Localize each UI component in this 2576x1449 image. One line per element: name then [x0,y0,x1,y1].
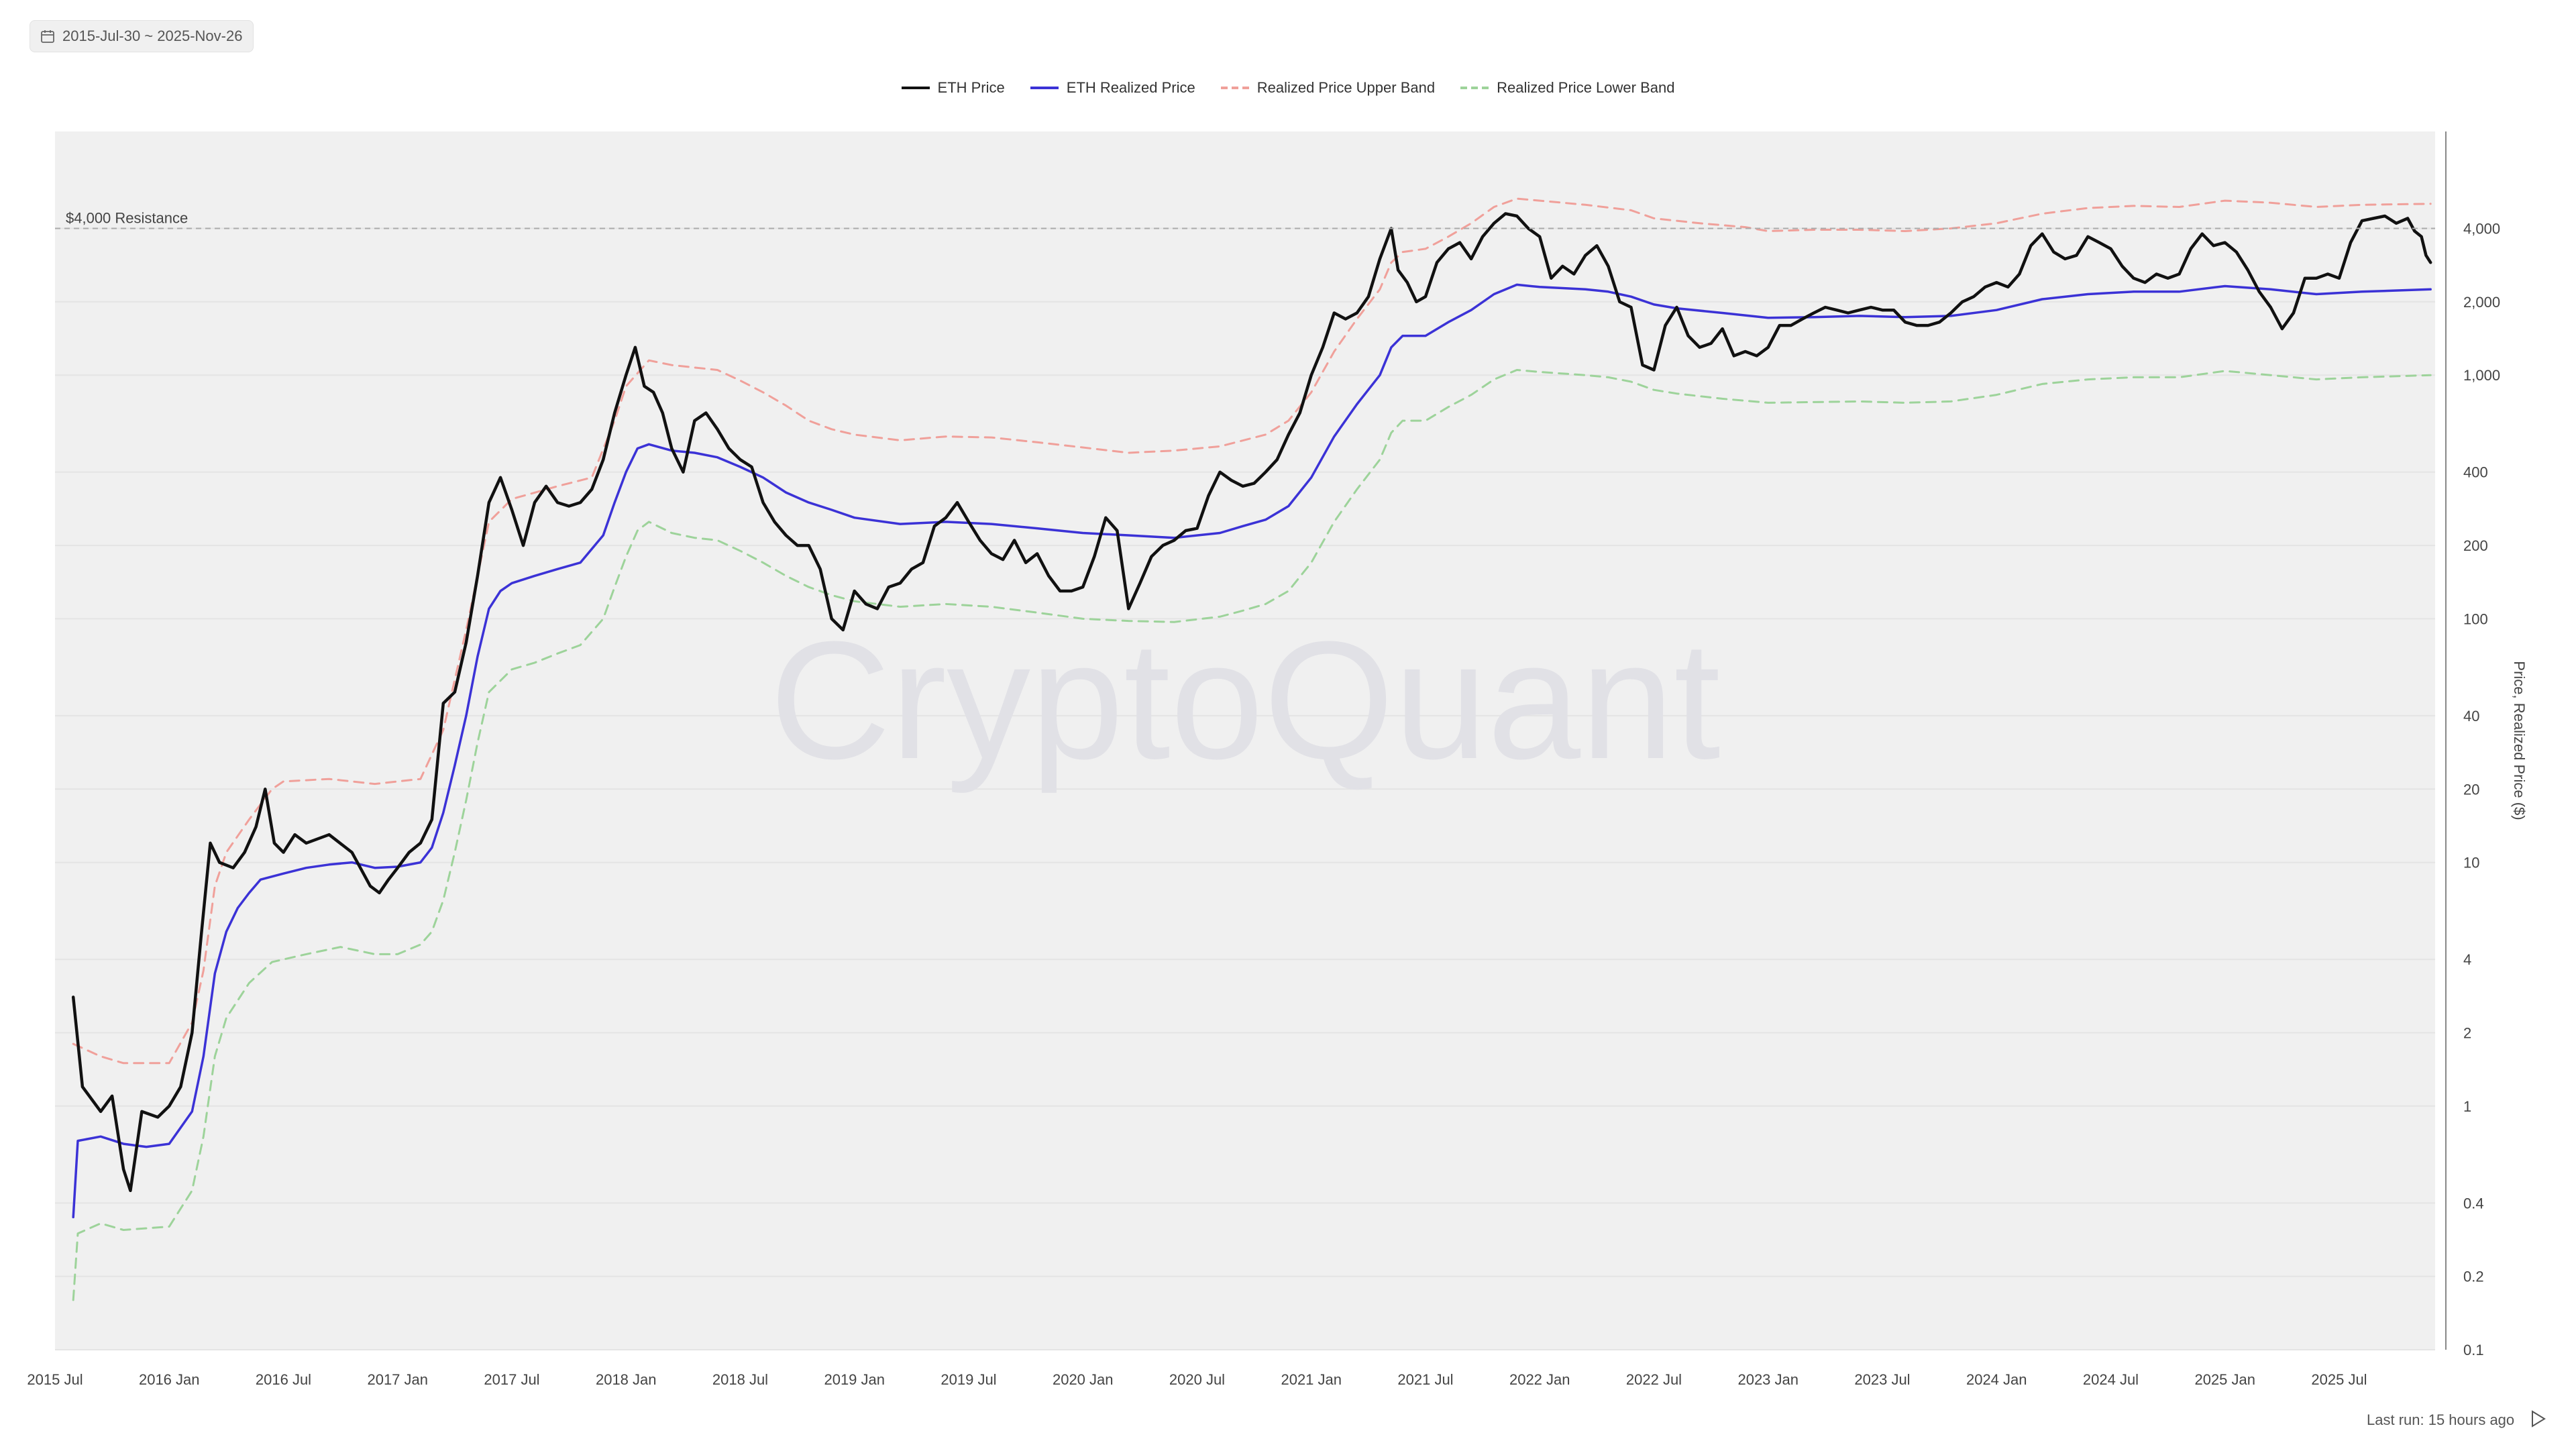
y-tick-label: 0.2 [2463,1269,2484,1285]
x-tick-label: 2016 Jul [256,1371,311,1388]
x-tick-label: 2021 Jan [1281,1371,1342,1388]
x-tick-label: 2020 Jul [1169,1371,1225,1388]
y-tick-label: 0.4 [2463,1195,2484,1212]
x-tick-label: 2023 Jan [1737,1371,1799,1388]
x-tick-label: 2024 Jan [1966,1371,2027,1388]
x-tick-label: 2023 Jul [1854,1371,1910,1388]
x-tick-label: 2019 Jan [824,1371,885,1388]
realized-price-line [72,283,2432,1219]
y-tick-label: 2,000 [2463,294,2500,311]
resistance-label: $4,000 Resistance [66,210,188,227]
lower-band-line [72,369,2432,1301]
y-axis-title: Price, Realized Price ($) [2511,661,2528,820]
y-tick-label: 100 [2463,610,2488,627]
legend-label-lower-band: Realized Price Lower Band [1497,79,1675,96]
x-tick-label: 2022 Jul [1626,1371,1682,1388]
x-tick-label: 2025 Jan [2194,1371,2255,1388]
y-tick-label: 200 [2463,537,2488,554]
x-tick-label: 2016 Jan [139,1371,200,1388]
legend-item-eth-price[interactable]: ETH Price [901,79,1005,97]
x-tick-label: 2021 Jul [1397,1371,1453,1388]
x-tick-label: 2025 Jul [2311,1371,2367,1388]
chart-legend: ETH Price ETH Realized Price Realized Pr… [0,79,2576,97]
x-axis: 2015 Jul 2016 Jan 2016 Jul 2017 Jan 2017 Jul… [27,1371,2367,1388]
legend-item-realized-price[interactable]: ETH Realized Price [1030,79,1195,97]
legend-swatch-upper-band [1220,87,1249,89]
y-tick-label: 1,000 [2463,367,2500,384]
calendar-icon [41,30,54,43]
eth-price-line [71,212,2432,1193]
y-axis: 4,000 2,000 1,000 400 200 100 40 20 10 4 2 1 0.4 0.2 0… [2463,221,2500,1358]
x-tick-label: 2017 Jan [367,1371,428,1388]
y-tick-label: 20 [2463,781,2479,798]
y-tick-label: 400 [2463,464,2488,481]
legend-swatch-eth-price [901,87,930,89]
play-icon[interactable] [2528,1409,2548,1429]
y-tick-label: 0.1 [2463,1342,2484,1358]
plot-area [55,131,2435,1350]
legend-swatch-realized-price [1030,87,1059,89]
x-tick-label: 2015 Jul [27,1371,83,1388]
upper-band-line [72,197,2432,1065]
legend-label-eth-price: ETH Price [937,79,1005,96]
y-tick-label: 4,000 [2463,221,2500,237]
date-range-picker[interactable]: 2015-Jul-30 ~ 2025-Nov-26 [30,20,254,52]
series-layer [71,197,2432,1301]
x-tick-label: 2024 Jul [2083,1371,2139,1388]
y-tick-label: 10 [2463,855,2479,871]
legend-label-upper-band: Realized Price Upper Band [1256,79,1436,96]
x-tick-label: 2018 Jan [596,1371,657,1388]
x-tick-label: 2018 Jul [712,1371,768,1388]
date-range-label: 2015-Jul-30 ~ 2025-Nov-26 [62,28,243,44]
x-tick-label: 2022 Jan [1509,1371,1570,1388]
legend-swatch-lower-band [1460,87,1489,89]
x-tick-label: 2017 Jul [484,1371,539,1388]
y-tick-label: 4 [2463,951,2471,968]
watermark-text: CryptoQuant [769,606,1720,794]
legend-item-upper-band[interactable]: Realized Price Upper Band [1220,79,1436,97]
last-run-text: Last run: 15 hours ago [2367,1411,2515,1428]
y-tick-label: 40 [2463,708,2479,724]
y-tick-label: 2 [2463,1024,2471,1041]
x-tick-label: 2020 Jan [1053,1371,1114,1388]
legend-item-lower-band[interactable]: Realized Price Lower Band [1460,79,1674,97]
legend-label-realized-price: ETH Realized Price [1066,79,1195,96]
x-tick-label: 2019 Jul [941,1371,996,1388]
y-tick-label: 1 [2463,1098,2471,1115]
